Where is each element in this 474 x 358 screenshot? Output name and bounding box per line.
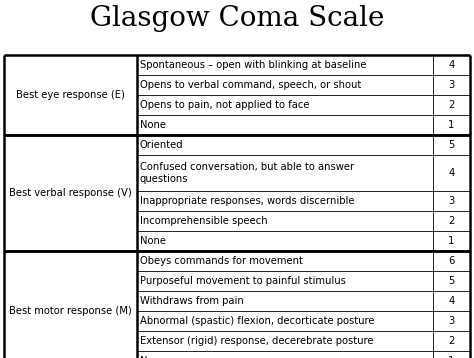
Text: 3: 3 [448,80,455,90]
Text: Spontaneous – open with blinking at baseline: Spontaneous – open with blinking at base… [140,60,366,70]
Text: None: None [140,356,166,358]
Text: 2: 2 [448,336,455,346]
Text: Best eye response (E): Best eye response (E) [16,90,125,100]
Text: 4: 4 [448,60,455,70]
Text: Best motor response (M): Best motor response (M) [9,306,132,316]
Text: 3: 3 [448,316,455,326]
Text: 4: 4 [448,168,455,178]
Text: Incomprehensible speech: Incomprehensible speech [140,216,267,226]
Text: Abnormal (spastic) flexion, decorticate posture: Abnormal (spastic) flexion, decorticate … [140,316,374,326]
Text: 4: 4 [448,296,455,306]
Text: None: None [140,120,166,130]
Text: Opens to pain, not applied to face: Opens to pain, not applied to face [140,100,310,110]
Text: 2: 2 [448,100,455,110]
Text: Glasgow Coma Scale: Glasgow Coma Scale [90,5,384,32]
Text: 1: 1 [448,120,455,130]
Text: 3: 3 [448,196,455,206]
Text: 1: 1 [448,356,455,358]
Text: Obeys commands for movement: Obeys commands for movement [140,256,303,266]
Text: Withdraws from pain: Withdraws from pain [140,296,244,306]
Text: Best verbal response (V): Best verbal response (V) [9,188,132,198]
Text: Opens to verbal command, speech, or shout: Opens to verbal command, speech, or shou… [140,80,361,90]
Text: 2: 2 [448,216,455,226]
Text: Extensor (rigid) response, decerebrate posture: Extensor (rigid) response, decerebrate p… [140,336,374,346]
Text: Inappropriate responses, words discernible: Inappropriate responses, words discernib… [140,196,354,206]
Text: 5: 5 [448,140,455,150]
Text: Confused conversation, but able to answer
questions: Confused conversation, but able to answe… [140,162,354,184]
Text: 1: 1 [448,236,455,246]
Text: Oriented: Oriented [140,140,183,150]
Text: None: None [140,236,166,246]
Text: 5: 5 [448,276,455,286]
Text: 6: 6 [448,256,455,266]
Text: Purposeful movement to painful stimulus: Purposeful movement to painful stimulus [140,276,346,286]
